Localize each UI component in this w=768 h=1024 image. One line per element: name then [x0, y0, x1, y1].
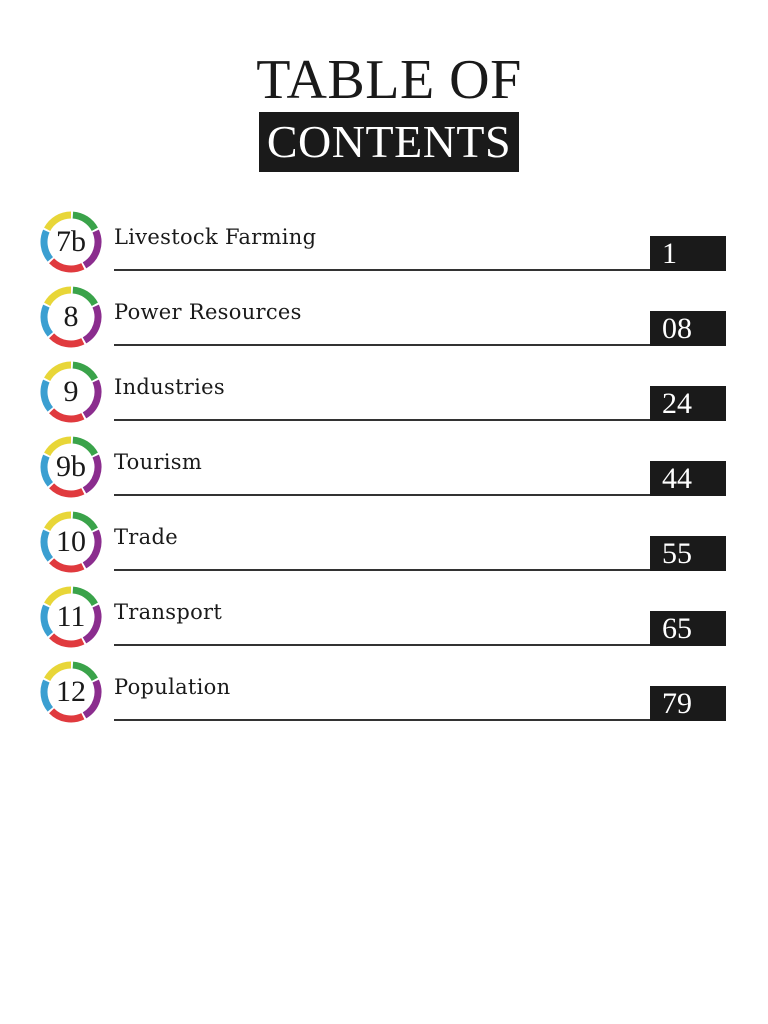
ring-segment: [44, 586, 72, 607]
page-number-badge: 65: [650, 611, 726, 646]
ring-inner: [48, 669, 94, 715]
ring-segment: [44, 436, 72, 457]
chapter-title: Livestock Farming: [114, 225, 317, 249]
ring-segment: [40, 379, 54, 412]
ring-segment: [49, 483, 85, 498]
chapter-number: 9b: [56, 450, 86, 483]
ring-segment: [82, 679, 102, 719]
toc-entry-1[interactable]: 7b Livestock Farming 1: [0, 208, 768, 283]
ring-segment: [40, 679, 54, 712]
chapter-number: 11: [56, 600, 86, 633]
ring-segment: [82, 604, 102, 644]
ring-segment: [72, 286, 98, 307]
ring-segment: [44, 511, 72, 532]
ring-segment: [72, 661, 98, 682]
chapter-ring-icon: 12: [39, 660, 103, 724]
chapter-number: 8: [63, 300, 79, 333]
table-of-contents: 7b Livestock Farming 1 8 Power Resources…: [0, 208, 768, 733]
color-ring-graphic: [40, 286, 102, 348]
entry-underline: [114, 644, 651, 646]
entry-underline: [114, 569, 651, 571]
color-ring-graphic: [40, 361, 102, 423]
page-number-badge: 08: [650, 311, 726, 346]
page-number-badge: 44: [650, 461, 726, 496]
chapter-title: Transport: [114, 600, 223, 624]
ring-segment: [44, 361, 72, 382]
chapter-ring-icon: 9: [39, 360, 103, 424]
chapter-title: Power Resources: [114, 300, 302, 324]
ring-segment: [40, 304, 54, 337]
ring-segment: [49, 558, 85, 573]
color-ring-graphic: [40, 586, 102, 648]
chapter-ring-icon: 10: [39, 510, 103, 574]
ring-segment: [82, 304, 102, 344]
color-ring-graphic: [40, 661, 102, 723]
chapter-ring-icon: 7b: [39, 210, 103, 274]
ring-segment: [40, 229, 54, 262]
entry-underline: [114, 494, 651, 496]
entry-underline: [114, 269, 651, 271]
ring-segment: [72, 586, 98, 607]
ring-segment: [40, 454, 54, 487]
color-ring-graphic: [40, 211, 102, 273]
chapter-ring-icon: 9b: [39, 435, 103, 499]
chapter-ring-icon: 8: [39, 285, 103, 349]
chapter-title: Trade: [114, 525, 178, 549]
color-ring-graphic: [40, 436, 102, 498]
ring-segment: [49, 633, 85, 648]
ring-segment: [72, 211, 98, 232]
entry-underline: [114, 719, 651, 721]
ring-inner: [48, 369, 94, 415]
ring-segment: [40, 604, 54, 637]
toc-entry-2[interactable]: 8 Power Resources 08: [0, 283, 768, 358]
toc-entry-7[interactable]: 12 Population 79: [0, 658, 768, 733]
chapter-number: 7b: [56, 225, 86, 258]
chapter-number: 9: [63, 375, 79, 408]
chapter-number: 10: [56, 525, 86, 558]
ring-segment: [82, 379, 102, 419]
toc-entry-4[interactable]: 9b Tourism 44: [0, 433, 768, 508]
color-ring-graphic: [40, 511, 102, 573]
chapter-title: Tourism: [114, 450, 203, 474]
ring-segment: [82, 529, 102, 569]
toc-entry-3[interactable]: 9 Industries 24: [0, 358, 768, 433]
page-header: TABLE OF CONTENTS: [0, 50, 768, 172]
page-number-badge: 1: [650, 236, 726, 271]
entry-underline: [114, 344, 651, 346]
ring-inner: [48, 294, 94, 340]
chapter-title: Industries: [114, 375, 225, 399]
page-number-badge: 79: [650, 686, 726, 721]
ring-segment: [82, 229, 102, 269]
ring-segment: [40, 529, 54, 562]
entry-underline: [114, 419, 651, 421]
ring-segment: [72, 511, 98, 532]
ring-segment: [44, 286, 72, 307]
ring-segment: [44, 661, 72, 682]
ring-segment: [49, 333, 85, 348]
toc-entry-6[interactable]: 11 Transport 65: [0, 583, 768, 658]
ring-segment: [72, 361, 98, 382]
page-title-line1: TABLE OF: [256, 49, 522, 111]
page-title-line2: CONTENTS: [258, 112, 520, 172]
chapter-ring-icon: 11: [39, 585, 103, 649]
ring-segment: [49, 708, 85, 723]
ring-segment: [72, 436, 98, 457]
page-number-badge: 55: [650, 536, 726, 571]
ring-inner: [48, 444, 94, 490]
ring-inner: [48, 219, 94, 265]
ring-segment: [49, 408, 85, 423]
chapter-title: Population: [114, 675, 231, 699]
ring-segment: [49, 258, 85, 273]
chapter-number: 12: [56, 675, 86, 708]
toc-entry-5[interactable]: 10 Trade 55: [0, 508, 768, 583]
ring-inner: [48, 594, 94, 640]
ring-segment: [44, 211, 72, 232]
ring-segment: [82, 454, 102, 494]
page-number-badge: 24: [650, 386, 726, 421]
ring-inner: [48, 519, 94, 565]
